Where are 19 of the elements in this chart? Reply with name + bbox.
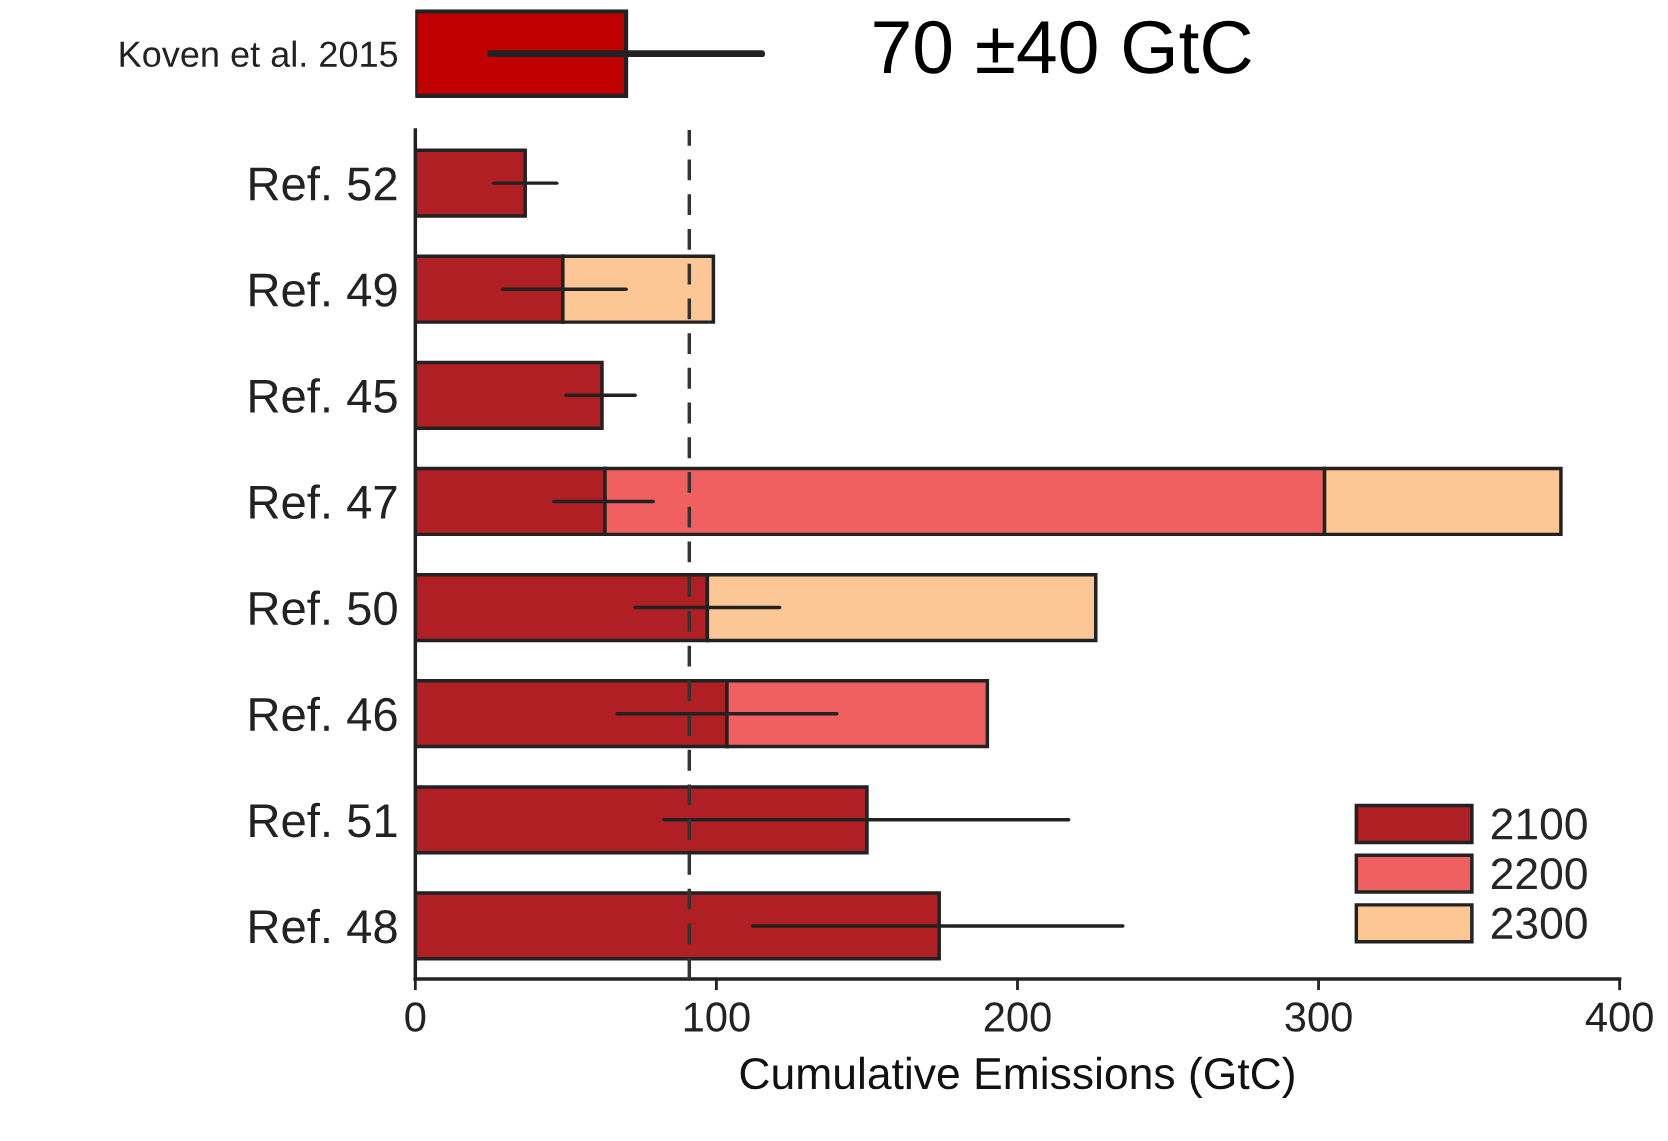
y-tick-label: Ref. 51 bbox=[250, 802, 397, 838]
legend-label: 2300 bbox=[1491, 907, 1587, 940]
y-tick-label: Ref. 50 bbox=[250, 590, 397, 626]
annotation: 70 ±40 GtC bbox=[874, 20, 1251, 74]
y-tick-label: Ref. 48 bbox=[250, 908, 397, 944]
x-tick-label: 100 bbox=[684, 1002, 750, 1032]
y-tick-label: Koven et al. 2015 bbox=[120, 40, 398, 68]
x-tick-label: 0 bbox=[405, 1002, 426, 1032]
y-tick-label: Ref. 47 bbox=[250, 484, 397, 520]
y-tick-label: Ref. 45 bbox=[250, 378, 397, 413]
x-tick-label: 300 bbox=[1285, 1002, 1352, 1032]
y-tick-label: Ref. 49 bbox=[250, 272, 397, 307]
legend-label: 2100 bbox=[1491, 808, 1587, 840]
y-tick-label: Ref. 52 bbox=[250, 166, 397, 201]
x-tick-label: 200 bbox=[984, 1002, 1051, 1032]
legend-label: 2200 bbox=[1491, 857, 1587, 890]
y-tick-label: Ref. 46 bbox=[250, 696, 397, 732]
x-tick-label: 400 bbox=[1585, 1002, 1653, 1032]
x-axis-title: Cumulative Emissions (GtC) bbox=[740, 1056, 1294, 1099]
